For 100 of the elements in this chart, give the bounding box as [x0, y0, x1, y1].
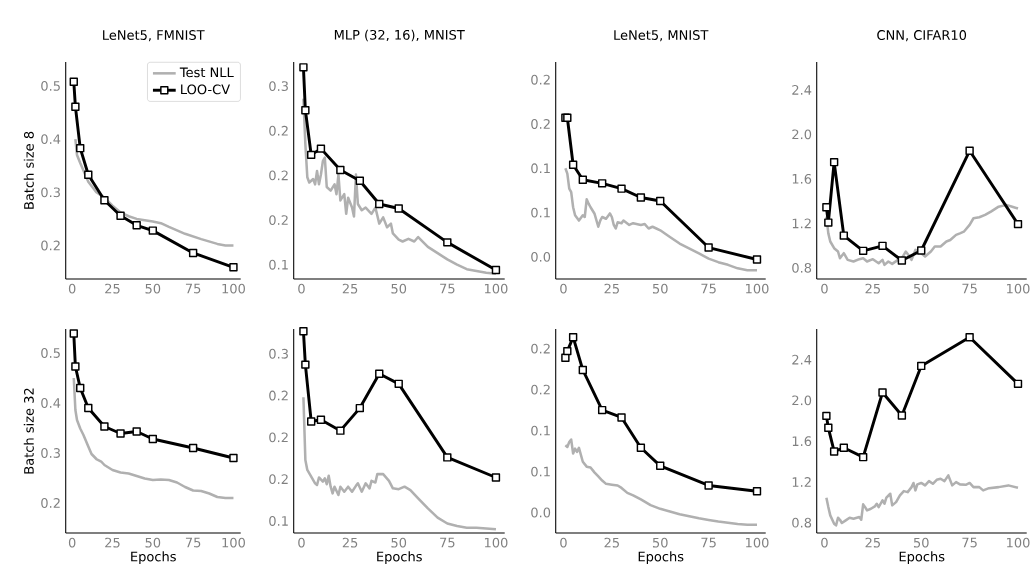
y-tick-label: 1.6	[792, 173, 812, 184]
point	[394, 379, 403, 389]
y-tick-label: 0.3	[41, 187, 60, 198]
chart-title: MLP (32, 16), MNIST	[334, 29, 465, 42]
point	[307, 417, 316, 426]
point	[752, 487, 762, 496]
point	[84, 403, 93, 413]
y-tick-label: 1.2	[792, 477, 811, 487]
point	[839, 231, 849, 240]
y-tick-label: 0.2	[269, 474, 288, 485]
point	[116, 429, 125, 438]
y-tick-label: 2.4	[792, 354, 812, 365]
y-tick-label: 0.1	[269, 259, 288, 270]
y-tick-label: 0.5	[41, 81, 60, 91]
point	[188, 443, 198, 453]
legend-label: LOO-CV	[181, 84, 230, 95]
y-tick-label: 0.1	[269, 516, 288, 526]
y-axis-title: Batch size 32	[23, 388, 34, 474]
point	[1013, 379, 1023, 389]
y-tick-label: 2.0	[792, 129, 812, 140]
point	[100, 422, 109, 431]
point	[132, 221, 141, 230]
point	[491, 473, 501, 482]
x-tick-label: 100	[1007, 283, 1030, 294]
x-axis-title: Epochs	[377, 551, 422, 564]
point	[355, 176, 365, 185]
y-tick-label: 0.2	[531, 343, 550, 354]
point	[336, 426, 345, 435]
point	[148, 226, 158, 235]
point	[617, 184, 626, 193]
y-tick-label: 0.4	[41, 398, 61, 408]
x-tick-label: 100	[746, 537, 769, 548]
y-tick-label: 0.5	[41, 348, 60, 358]
point	[656, 196, 665, 206]
point	[188, 248, 198, 258]
x-tick-label: 0	[68, 537, 76, 548]
x-tick-label: 25	[865, 283, 880, 294]
point	[858, 452, 868, 462]
x-tick-label: 100	[746, 283, 769, 294]
x-axis-title: Epochs	[131, 551, 176, 564]
x-tick-label: 50	[145, 537, 161, 548]
y-tick-label: 0.2	[41, 240, 60, 251]
y-tick-label: 0.2	[531, 74, 550, 85]
point	[132, 427, 141, 436]
point	[704, 243, 713, 252]
point	[1013, 219, 1023, 229]
point	[897, 411, 907, 420]
point	[148, 434, 158, 444]
y-tick-label: 1.2	[792, 218, 811, 229]
point	[578, 175, 588, 185]
x-tick-label: 50	[913, 537, 929, 548]
y-tick-label: 0.2	[269, 170, 288, 181]
point	[636, 193, 646, 202]
y-tick-label: 0.8	[792, 262, 812, 273]
point	[443, 238, 452, 247]
point	[375, 199, 384, 209]
point	[316, 415, 326, 424]
point	[229, 263, 238, 272]
point	[84, 170, 93, 179]
point	[116, 211, 125, 220]
point	[597, 405, 607, 415]
point	[965, 146, 974, 156]
y-tick-label: 0.1	[531, 207, 550, 218]
point	[656, 461, 665, 471]
point	[824, 218, 833, 227]
x-tick-label: 50	[145, 283, 161, 294]
y-tick-label: 0.2	[269, 432, 288, 443]
x-tick-label: 75	[962, 537, 977, 548]
point	[617, 413, 626, 422]
point	[69, 77, 78, 86]
line-series	[72, 376, 235, 500]
point	[752, 255, 762, 264]
point	[822, 203, 831, 212]
point	[443, 453, 452, 462]
y-tick-label: 2.4	[792, 84, 812, 95]
x-tick-label: 75	[962, 283, 977, 294]
x-tick-label: 50	[913, 283, 929, 294]
point	[336, 165, 345, 175]
point	[822, 411, 831, 421]
point	[568, 332, 578, 342]
point	[301, 360, 310, 369]
x-tick-label: 0	[821, 283, 828, 294]
point	[375, 369, 384, 379]
point	[858, 246, 868, 256]
chart-title: CNN, CIFAR10	[877, 30, 967, 42]
y-tick-label: 0.2	[41, 498, 60, 508]
x-tick-label: 75	[440, 283, 455, 294]
y-tick-label: 0.0	[531, 251, 551, 262]
x-tick-label: 50	[652, 537, 668, 548]
point	[563, 346, 572, 356]
point	[829, 157, 839, 167]
x-tick-label: 75	[185, 283, 201, 294]
point	[299, 326, 308, 336]
x-tick-label: 25	[604, 283, 619, 294]
y-tick-label: 0.2	[269, 215, 288, 225]
line-series	[825, 203, 1020, 267]
x-tick-label: 0	[298, 537, 305, 548]
y-tick-label: 0.1	[531, 425, 550, 436]
line-series	[74, 137, 235, 247]
y-axis-title: Batch size 8	[23, 131, 34, 209]
